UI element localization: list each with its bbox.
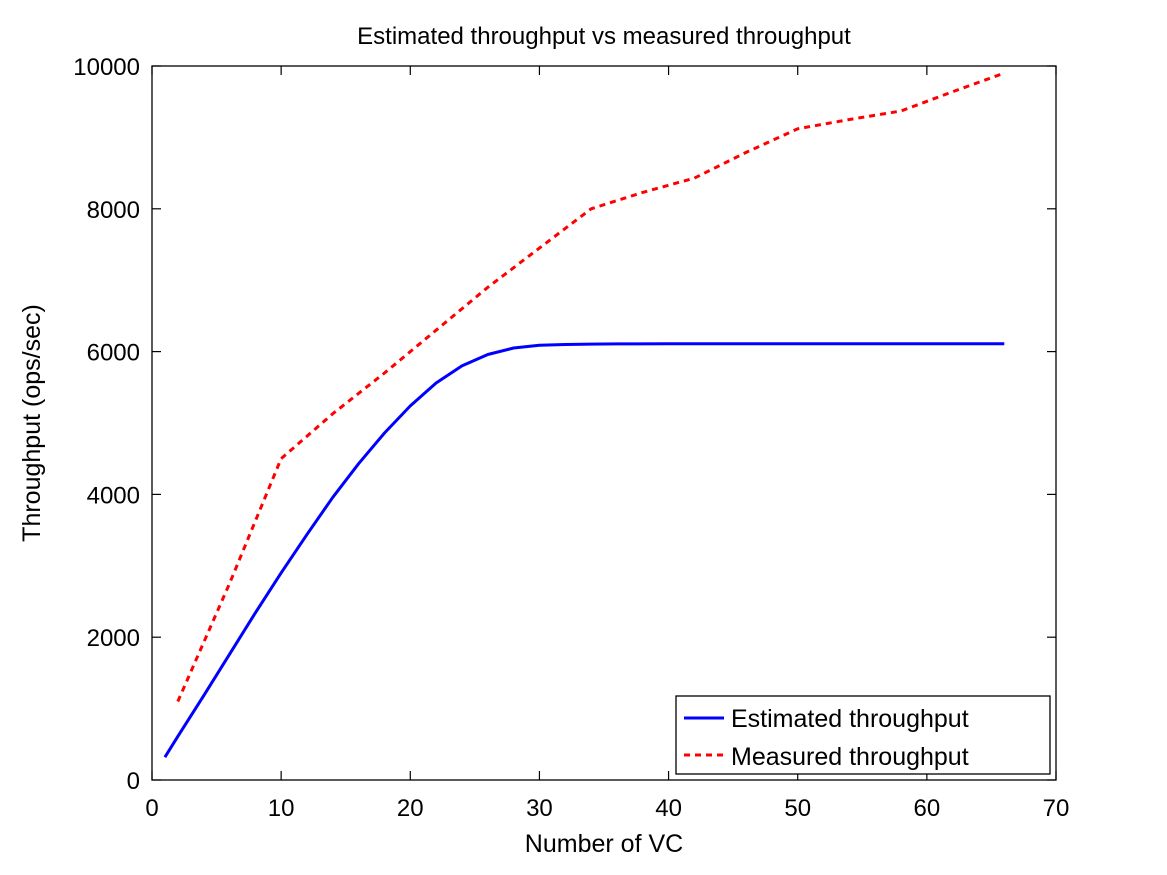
- x-tick-label: 40: [655, 795, 682, 822]
- x-tick-label: 70: [1043, 795, 1070, 822]
- y-axis-ticks: 0 2000 4000 6000 8000 10000: [73, 54, 1056, 795]
- y-tick-label: 6000: [87, 340, 140, 367]
- legend: Estimated throughput Measured throughput: [675, 695, 1051, 775]
- plot-area: [151, 65, 1057, 781]
- x-tick-label: 30: [526, 795, 553, 822]
- x-tick-label: 50: [784, 795, 811, 822]
- y-tick-label: 8000: [87, 197, 140, 224]
- series-line-estimated: [163, 342, 1005, 758]
- legend-label-measured: Measured throughput: [731, 743, 969, 771]
- x-axis-ticks: 0 10 20 30 40 50 60 70: [145, 66, 1069, 822]
- legend-box: [675, 695, 1051, 775]
- x-tick-label: 20: [397, 795, 424, 822]
- series-layer: [163, 71, 1005, 758]
- x-tick-label: 0: [145, 795, 158, 822]
- legend-label-estimated: Estimated throughput: [731, 705, 969, 733]
- y-axis-label: Throughput (ops/sec): [18, 304, 46, 542]
- y-tick-label: 10000: [73, 54, 140, 81]
- x-axis-label: Number of VC: [525, 830, 683, 858]
- x-tick-label: 60: [914, 795, 941, 822]
- x-tick-label: 10: [268, 795, 295, 822]
- y-tick-label: 0: [127, 768, 140, 795]
- series-line-measured: [176, 71, 1005, 703]
- y-tick-label: 4000: [87, 482, 140, 509]
- y-tick-label: 2000: [87, 625, 140, 652]
- chart-title: Estimated throughput vs measured through…: [357, 23, 851, 50]
